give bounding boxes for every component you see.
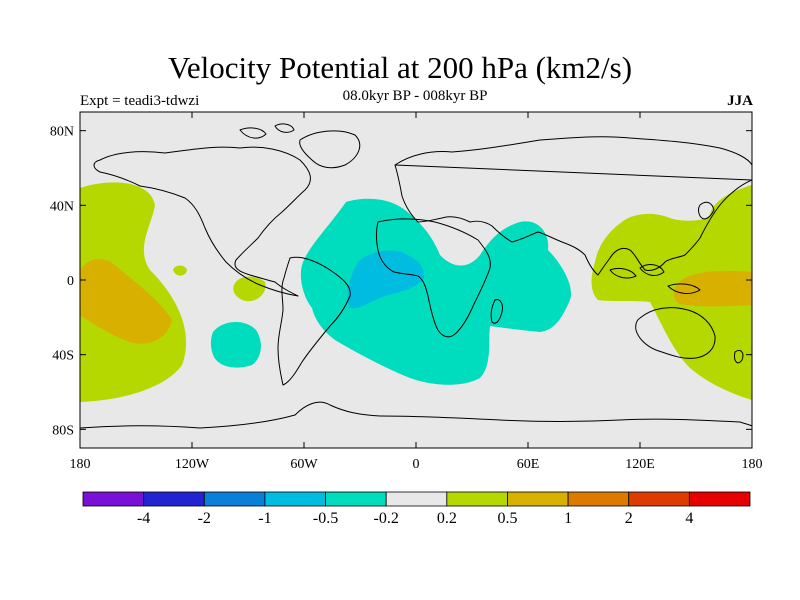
positive-region-small-pacific: [173, 265, 187, 276]
colorbar-swatch: [385, 491, 448, 507]
colorbar-swatch: [82, 491, 145, 507]
lon-tick-label: 120W: [175, 457, 210, 472]
colorbar-label: -2: [198, 510, 211, 527]
coast-south-america: [277, 256, 351, 386]
coast-eurasia: [394, 136, 752, 276]
experiment-label: Expt = teadi3-tdwzi: [80, 93, 200, 109]
lat-tick-label: 0: [67, 274, 74, 289]
negative-core-equatorial-atlantic: [347, 250, 425, 309]
positive-region-eastern-pacific: [233, 276, 266, 302]
colorbar-label: 4: [685, 510, 693, 527]
season-label: JJA: [727, 93, 753, 109]
lon-tick-label: 180: [742, 457, 763, 472]
colorbar-label: 2: [625, 510, 633, 527]
colorbar-swatch: [507, 491, 569, 507]
colorbar-swatch: [446, 491, 508, 507]
colorbar: -4 -2 -1 -0.5 -0.2 0.2 0.5 1 2 4: [82, 491, 751, 527]
colorbar-label: 0.5: [497, 510, 517, 527]
colorbar-swatch: [325, 491, 387, 507]
coast-arctic-islands: [239, 123, 295, 139]
colorbar-swatch: [567, 491, 630, 507]
lon-tick-label: 60E: [517, 457, 540, 472]
coastlines: [80, 123, 752, 429]
longitude-axis: 180 120W 60W 0 60E 120E 180: [70, 112, 763, 472]
lat-tick-label: 40N: [50, 199, 74, 214]
positive-region-west-pacific: [591, 185, 752, 400]
map-title: Velocity Potential at 200 hPa (km2/s): [167, 50, 633, 85]
positive-core-west-pacific: [673, 270, 752, 307]
colorbar-label: 0.2: [437, 510, 457, 527]
coast-japan: [698, 201, 715, 220]
lon-tick-label: 60W: [290, 457, 318, 472]
colorbar-swatch: [203, 491, 266, 507]
colorbar-label: -4: [137, 510, 150, 527]
lon-tick-label: 0: [413, 457, 420, 472]
coast-north-america: [93, 146, 311, 297]
lat-tick-label: 80S: [52, 423, 74, 438]
coast-africa: [376, 218, 491, 338]
colorbar-swatch: [264, 491, 326, 507]
coast-new-zealand: [734, 349, 744, 364]
map-subtitle: 08.0kyr BP - 008kyr BP: [342, 88, 488, 104]
lon-tick-label: 120E: [625, 457, 655, 472]
coast-antarctica: [80, 401, 752, 429]
negative-region-atlantic-africa: [300, 198, 571, 385]
coast-greenland: [299, 130, 361, 169]
coast-australia: [635, 307, 716, 359]
latitude-axis: 80N 40N 0 40S 80S: [50, 125, 752, 438]
colorbar-label: -0.2: [374, 510, 399, 527]
colorbar-label: -1: [258, 510, 271, 527]
lat-tick-label: 40S: [52, 349, 74, 364]
coast-madagascar: [490, 299, 503, 324]
negative-region-south-pacific: [210, 321, 261, 368]
colorbar-swatch: [628, 491, 690, 507]
positive-core-central-pacific: [80, 258, 172, 344]
colorbar-swatch: [688, 491, 751, 507]
lat-tick-label: 80N: [50, 125, 74, 140]
colorbar-swatch: [143, 491, 205, 507]
lon-tick-label: 180: [70, 457, 91, 472]
coast-indonesia: [609, 264, 701, 294]
colorbar-label: -0.5: [313, 510, 338, 527]
colorbar-label: 1: [564, 510, 572, 527]
contour-fills: [80, 182, 752, 402]
